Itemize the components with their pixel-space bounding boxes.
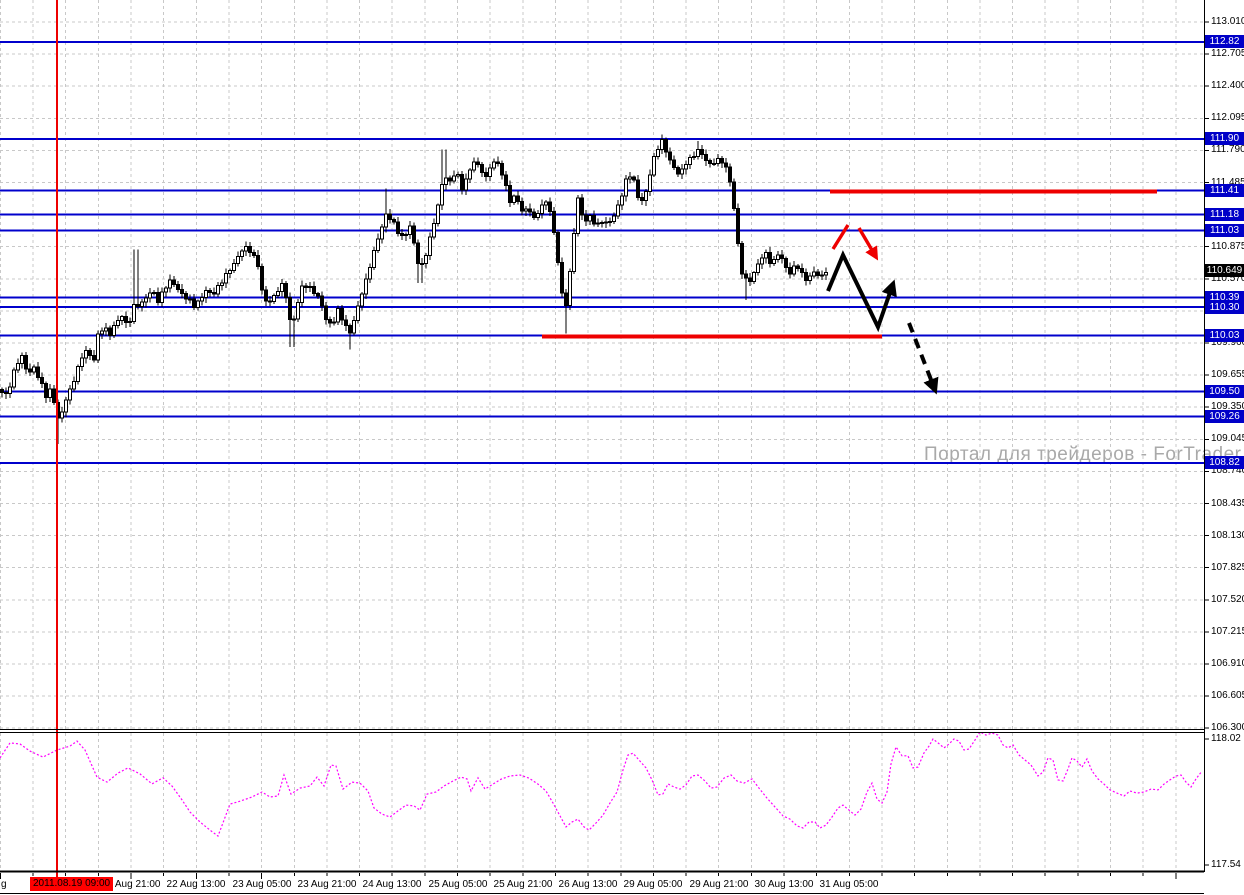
watermark: Портал для трейдеров - ForTrader.ru — [924, 444, 1244, 465]
price-tick-label: 107.520 — [1211, 593, 1244, 605]
price-tick-label: 109.655 — [1211, 369, 1244, 381]
level-price-label: 108.82 — [1205, 456, 1244, 470]
level-price-label: 109.26 — [1205, 410, 1244, 424]
time-label: 29 Aug 05:00 — [623, 879, 683, 890]
price-tick-label: 112.095 — [1211, 112, 1244, 124]
price-tick-label: 106.605 — [1211, 690, 1244, 702]
forecast-black-dashed-arrow — [907, 322, 939, 395]
price-tick-label: 110.570 — [1211, 272, 1244, 284]
price-tick-label: 107.825 — [1211, 561, 1244, 573]
price-tick-label: 108.435 — [1211, 497, 1244, 509]
forecast-black-zigzag-arrow — [826, 250, 897, 333]
level-price-label: 111.41 — [1205, 183, 1244, 197]
time-label: 25 Aug 21:00 — [493, 879, 553, 890]
pane-borders — [0, 0, 1205, 894]
support-resistance-lines[interactable] — [0, 40, 1204, 464]
gridlines — [0, 0, 1204, 871]
time-label: 30 Aug 13:00 — [754, 879, 814, 890]
time-label: 24 Aug 13:00 — [362, 879, 422, 890]
forecast-red-up-arrow — [831, 224, 850, 250]
time-label: 22 Aug 13:00 — [166, 879, 226, 890]
indicator-scale-label: 117.54 — [1211, 859, 1241, 870]
price-tick-label: 112.400 — [1211, 80, 1244, 92]
axis-ticks — [0, 21, 1209, 879]
price-tick-label: 109.045 — [1211, 433, 1244, 445]
price-tick-label: 108.130 — [1211, 529, 1244, 541]
indicator-line[interactable] — [0, 732, 1203, 838]
time-label: 19 Aug 21:00 — [101, 879, 161, 890]
current-time-label: 2011.08.19 09:00 — [30, 877, 114, 891]
price-tick-label: 112.705 — [1211, 48, 1244, 60]
price-tick-label: 111.790 — [1211, 144, 1244, 156]
forecast-red-down-arrow — [857, 227, 879, 261]
price-tick-label: 106.910 — [1211, 658, 1244, 669]
forecast-annotations[interactable] — [826, 224, 939, 395]
level-price-label: 111.03 — [1205, 223, 1244, 237]
level-price-label: 111.18 — [1205, 208, 1244, 222]
level-price-label: 110.30 — [1205, 300, 1244, 314]
time-label: 26 Aug 13:00 — [558, 879, 618, 890]
price-tick-label: 109.960 — [1211, 337, 1244, 348]
red-trend-levels[interactable] — [542, 189, 1157, 339]
level-price-label: 110.03 — [1205, 329, 1244, 343]
level-price-label: 112.82 — [1205, 35, 1244, 49]
price-tick-label: 111.485 — [1211, 176, 1244, 188]
price-tick-label: 110.875 — [1211, 240, 1244, 252]
time-label: 31 Aug 05:00 — [819, 879, 879, 890]
time-label-partial: g — [1, 879, 7, 890]
level-price-label: 109.50 — [1205, 384, 1244, 398]
price-tick-label: 107.215 — [1211, 625, 1244, 637]
time-label: 29 Aug 21:00 — [689, 879, 749, 890]
candlestick-series — [0, 134, 828, 445]
price-tick-label: 108.740 — [1211, 465, 1244, 477]
indicator-scale-label: 118.02 — [1211, 733, 1241, 744]
level-price-label: 111.90 — [1205, 132, 1244, 146]
price-tick-label: 109.350 — [1211, 401, 1244, 413]
time-label: 25 Aug 05:00 — [428, 879, 488, 890]
time-label: 23 Aug 05:00 — [232, 879, 292, 890]
time-label: 23 Aug 21:00 — [297, 879, 357, 890]
price-tick-label: 113.010 — [1211, 16, 1244, 27]
current-price-label: 110.649 — [1205, 263, 1244, 277]
price-tick-label: 106.300 — [1211, 722, 1244, 734]
